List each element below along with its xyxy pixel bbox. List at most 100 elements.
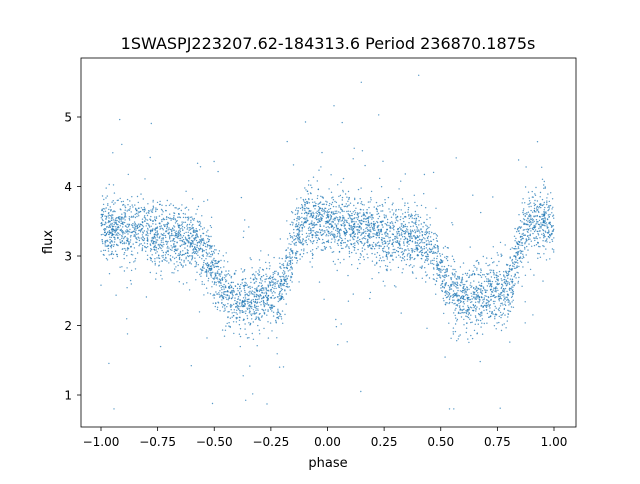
data-point [291,250,294,252]
data-point [459,300,462,302]
data-point [454,330,457,333]
data-point [540,206,542,209]
data-point [452,299,454,301]
data-point [426,214,428,216]
data-point [126,333,129,335]
data-point [471,321,473,323]
data-point [150,209,152,211]
data-point [526,219,528,222]
data-point [255,290,258,292]
data-point [325,217,328,219]
data-point [210,226,213,229]
data-point [232,315,235,317]
data-point [546,241,548,243]
data-point [503,271,505,273]
data-point [450,337,452,339]
data-point [504,304,507,307]
data-point [460,309,462,311]
data-point [538,227,540,230]
data-point [113,225,115,228]
data-point [517,240,520,243]
data-point [517,227,519,230]
data-point [206,270,208,272]
data-point [291,262,294,265]
data-point [166,199,168,202]
data-point [338,251,341,253]
data-point [210,256,212,258]
data-point [126,249,129,251]
data-point [551,208,553,210]
data-point [171,234,173,236]
data-point [290,236,292,239]
data-point [305,232,308,235]
data-point [274,292,276,294]
data-point [245,399,247,401]
data-point [418,245,421,247]
data-point [178,232,180,234]
data-point [284,289,286,291]
data-point [530,209,532,212]
data-point [542,213,544,215]
data-point [407,231,409,233]
data-point [432,278,434,280]
data-point [378,215,381,218]
data-point [138,245,140,247]
data-point [169,236,171,239]
data-point [279,291,281,293]
data-point [224,307,226,309]
data-point [552,206,554,208]
data-point [418,251,421,253]
data-point [522,234,525,236]
data-point [488,305,490,307]
data-point [362,220,364,223]
data-point [251,307,253,309]
data-point [533,230,536,233]
data-point [321,196,323,198]
data-point [481,312,483,314]
data-point [220,267,222,269]
data-point [275,319,277,322]
data-point [476,286,478,289]
data-point [209,248,211,250]
data-point [361,247,364,249]
data-point [231,297,233,300]
data-point [501,302,503,304]
data-point [549,258,551,260]
data-point [440,259,443,262]
data-point [178,237,180,240]
data-point [485,309,488,311]
data-point [217,266,220,268]
data-point [127,233,129,235]
data-point [514,248,517,250]
data-point [194,243,196,246]
data-point [401,248,403,250]
data-point [493,274,495,276]
data-point [402,230,405,233]
data-point [338,206,340,208]
data-point [130,211,132,213]
data-point [194,230,196,232]
data-point [396,215,399,218]
data-point [127,226,130,228]
data-point [359,212,361,214]
data-point [387,240,389,243]
data-point [191,252,194,254]
data-point [216,276,218,279]
data-point [497,254,499,256]
data-point [394,237,396,240]
data-point [128,242,130,244]
data-point [169,217,171,219]
data-point [388,247,390,249]
data-point [489,310,491,313]
data-point [211,245,213,247]
data-point [398,234,401,237]
data-point [173,225,175,227]
data-point [301,256,303,258]
data-point [504,303,506,305]
data-point [227,303,229,305]
data-point [524,212,526,215]
data-point [143,230,146,232]
data-point [356,213,358,215]
data-point [102,219,104,222]
data-point [216,270,219,272]
